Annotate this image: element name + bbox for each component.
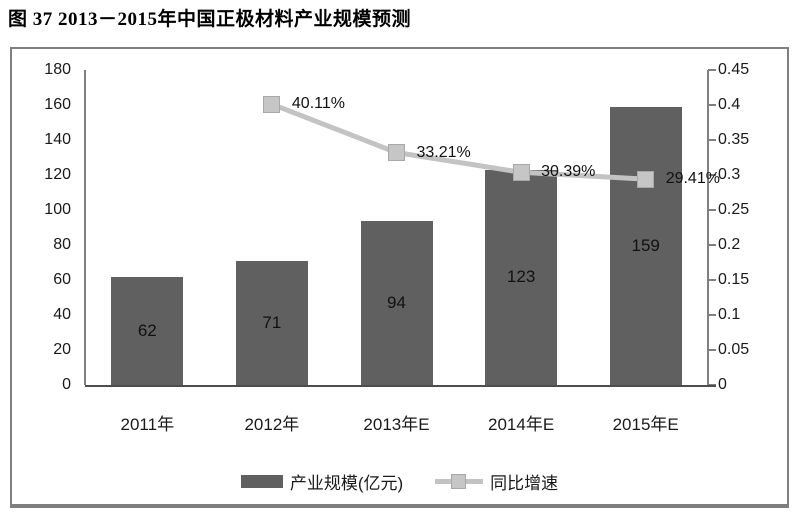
line-data-label: 33.21% — [416, 143, 471, 161]
legend-line-marker — [451, 473, 467, 489]
legend-bar-swatch-icon — [240, 474, 283, 488]
x-axis-category-label: 2011年 — [120, 415, 175, 434]
left-axis-tick-label: 120 — [44, 166, 71, 183]
right-axis-tick-mark — [708, 69, 716, 71]
bar — [235, 260, 308, 385]
growth-line — [270, 101, 646, 182]
left-axis-line — [84, 70, 86, 385]
right-axis-tick-mark — [708, 174, 716, 176]
line-marker — [512, 163, 530, 181]
chart-plot-area: 0 20 40 60 80 100 120 140 160 180 0 0.05 0.1 0.15 0.2 0… — [12, 49, 787, 504]
left-axis-tick-label: 60 — [53, 271, 71, 288]
left-axis-tick-label: 40 — [53, 306, 71, 323]
bar-value-label: 94 — [387, 292, 406, 312]
line-data-label: 29.41% — [665, 170, 720, 188]
right-axis-tick-label: 0.4 — [718, 96, 741, 113]
bar — [609, 106, 682, 385]
right-axis-tick-mark — [708, 314, 716, 316]
right-axis-tick-label: 0.15 — [718, 271, 750, 288]
right-axis-tick-mark — [708, 279, 716, 281]
figure-title: 图 37 2013－2015年中国正极材料产业规模预测 — [8, 9, 412, 30]
line-marker — [388, 144, 405, 162]
right-axis-tick-mark — [708, 244, 716, 246]
right-axis-tick-label: 0.05 — [718, 341, 750, 358]
x-axis-category-label: 2014年E — [488, 415, 555, 434]
bar-value-label: 159 — [631, 235, 660, 255]
bar-value-label: 62 — [137, 320, 157, 340]
left-axis-tick-label: 180 — [44, 61, 71, 78]
line-data-label: 40.11% — [291, 95, 345, 113]
left-axis-tick-label: 100 — [44, 201, 71, 218]
right-axis-tick-mark — [708, 209, 716, 211]
right-axis-tick-label: 0.35 — [718, 131, 750, 148]
line-marker — [263, 95, 281, 113]
x-axis-baseline — [85, 385, 716, 387]
right-axis-tick-label: 0 — [718, 376, 727, 393]
left-axis-tick-label: 80 — [53, 236, 71, 253]
chart-frame: 0 20 40 60 80 100 120 140 160 180 0 0.05 0.1 0.15 0.2 0… — [10, 47, 789, 508]
right-axis-tick-label: 0.3 — [718, 166, 741, 183]
legend-line-swatch-icon — [435, 473, 484, 490]
right-axis-tick-label: 0.2 — [718, 236, 741, 253]
line-data-label: 30.39% — [541, 163, 596, 181]
right-axis-tick-mark — [708, 349, 716, 351]
x-axis-category-label: 2012年 — [244, 415, 300, 434]
left-axis-tick-label: 160 — [44, 96, 71, 113]
left-axis-tick-label: 20 — [53, 341, 71, 358]
left-axis-tick-label: 0 — [62, 376, 71, 393]
right-axis-line — [707, 70, 709, 385]
x-axis-category-label: 2013年E — [363, 415, 430, 434]
bar-value-label: 123 — [506, 267, 536, 287]
right-axis-tick-label: 0.45 — [718, 61, 750, 78]
bar — [111, 276, 184, 385]
legend-label: 产业规模(亿元) — [289, 473, 404, 493]
right-axis-tick-label: 0.25 — [718, 201, 750, 218]
bar — [360, 220, 433, 385]
chart-legend: 产业规模(亿元) 同比增速 — [12, 469, 787, 493]
legend-item: 同比增速 — [435, 469, 558, 494]
bar-value-label: 71 — [262, 312, 282, 332]
legend-item: 产业规模(亿元) — [240, 469, 404, 494]
right-axis-tick-mark — [708, 139, 716, 141]
right-axis-tick-mark — [708, 104, 716, 106]
right-axis-tick-label: 0.1 — [718, 306, 741, 323]
legend-label: 同比增速 — [490, 473, 559, 493]
bar — [485, 169, 558, 385]
left-axis-tick-label: 140 — [44, 131, 71, 148]
x-axis-category-label: 2015年E — [612, 415, 679, 434]
line-marker — [637, 170, 655, 188]
